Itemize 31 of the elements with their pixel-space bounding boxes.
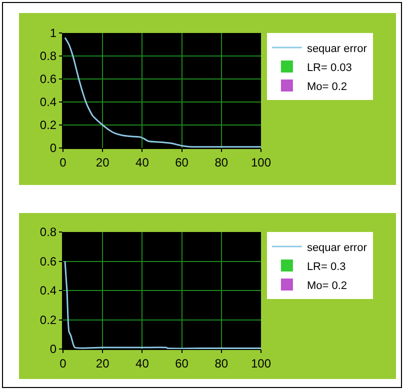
legend-label: sequar error	[306, 42, 368, 55]
y-tick-label: 0.2	[40, 312, 57, 327]
x-tick-label: 60	[175, 155, 189, 170]
y-tick-label: 0	[50, 342, 57, 356]
y-tick-label: 0.6	[40, 72, 57, 86]
x-tick-label: 40	[136, 356, 150, 370]
legend-label: LR= 0.03	[306, 62, 352, 74]
x-tick-label: 20	[96, 356, 110, 370]
legend-label: sequar error	[306, 242, 368, 254]
x-tick-label: 100	[250, 356, 272, 370]
x-tick-label: 80	[214, 356, 228, 370]
y-tick-label: 0.4	[40, 95, 57, 110]
line-series	[64, 260, 261, 349]
y-tick-label: 1	[50, 26, 57, 40]
x-tick-label: 40	[136, 155, 150, 170]
x-tick-label: 0	[60, 356, 67, 370]
x-tick-label: 100	[250, 155, 272, 170]
x-tick-label: 60	[175, 356, 189, 370]
y-tick-label: 0.6	[40, 254, 57, 268]
y-tick-label: 0.8	[40, 49, 57, 64]
y-tick-label: 0.4	[40, 284, 57, 298]
y-tick-label: 0	[50, 141, 57, 156]
y-tick-label: 0.8	[40, 225, 57, 240]
legend-label: LR= 0.3	[306, 260, 346, 273]
legend-label: Mo= 0.2	[306, 280, 348, 292]
legend-label: Mo= 0.2	[306, 80, 348, 93]
x-tick-label: 20	[96, 155, 110, 170]
x-tick-label: 80	[214, 155, 228, 170]
x-tick-label: 0	[60, 155, 67, 170]
y-tick-label: 0.2	[40, 118, 57, 132]
line-series	[64, 36, 261, 148]
